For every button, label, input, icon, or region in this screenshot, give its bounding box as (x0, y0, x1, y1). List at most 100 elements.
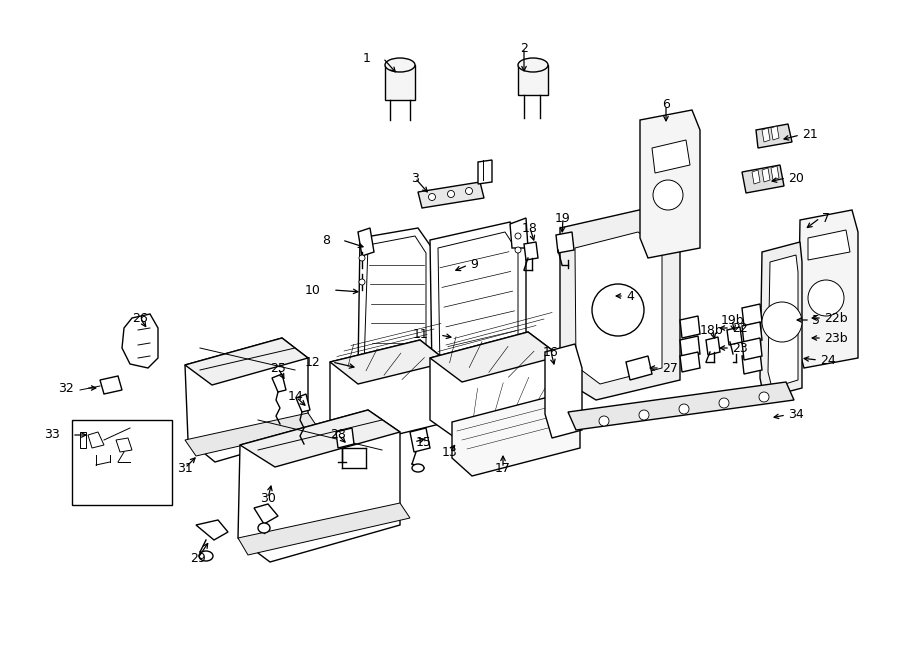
Text: 34: 34 (788, 408, 804, 422)
Polygon shape (238, 503, 410, 555)
Ellipse shape (359, 279, 365, 285)
Polygon shape (727, 327, 742, 345)
Ellipse shape (385, 58, 415, 72)
Polygon shape (742, 352, 762, 374)
Ellipse shape (762, 302, 802, 342)
Polygon shape (662, 185, 674, 200)
Polygon shape (762, 168, 770, 182)
Polygon shape (430, 332, 560, 444)
Polygon shape (430, 332, 560, 382)
Polygon shape (358, 228, 374, 256)
Ellipse shape (428, 194, 436, 200)
Polygon shape (742, 304, 762, 326)
Text: 3: 3 (411, 171, 418, 184)
Polygon shape (452, 394, 580, 476)
Polygon shape (640, 110, 700, 258)
Polygon shape (742, 338, 762, 360)
Text: 1: 1 (363, 52, 371, 65)
Text: 19: 19 (555, 212, 571, 225)
Polygon shape (364, 236, 426, 382)
Ellipse shape (518, 58, 548, 72)
Text: 18: 18 (522, 221, 538, 235)
Polygon shape (185, 338, 308, 385)
Polygon shape (771, 126, 779, 140)
Polygon shape (760, 242, 802, 398)
Polygon shape (706, 337, 720, 355)
Polygon shape (80, 432, 86, 448)
Polygon shape (545, 344, 582, 438)
Polygon shape (556, 232, 574, 253)
Polygon shape (808, 230, 850, 260)
Polygon shape (478, 160, 492, 184)
Text: 12: 12 (304, 356, 320, 368)
Polygon shape (254, 504, 278, 524)
Polygon shape (626, 356, 652, 380)
Polygon shape (240, 410, 400, 467)
Ellipse shape (639, 410, 649, 420)
Polygon shape (336, 428, 354, 448)
Text: 24: 24 (820, 354, 836, 366)
Text: 4: 4 (626, 290, 634, 303)
Text: 17: 17 (495, 461, 511, 475)
Polygon shape (768, 255, 798, 388)
Ellipse shape (599, 416, 609, 426)
Ellipse shape (719, 398, 729, 408)
Ellipse shape (679, 404, 689, 414)
Text: 26: 26 (132, 311, 148, 325)
Polygon shape (330, 340, 448, 444)
Ellipse shape (515, 233, 521, 239)
Text: 15: 15 (416, 436, 432, 449)
Ellipse shape (808, 280, 844, 316)
Polygon shape (568, 382, 794, 430)
Polygon shape (430, 222, 526, 396)
Ellipse shape (412, 464, 424, 472)
Polygon shape (752, 170, 760, 184)
Polygon shape (185, 338, 308, 462)
Polygon shape (116, 438, 132, 452)
Polygon shape (296, 394, 310, 412)
Ellipse shape (447, 190, 454, 198)
Polygon shape (330, 340, 448, 384)
Text: 23: 23 (732, 342, 748, 354)
Ellipse shape (359, 255, 365, 261)
Text: 32: 32 (58, 381, 74, 395)
Text: 16: 16 (543, 346, 559, 358)
Text: 33: 33 (44, 428, 60, 442)
Bar (72, 420, 172, 505)
Text: 13: 13 (442, 446, 458, 459)
Polygon shape (680, 316, 700, 338)
Text: 8: 8 (322, 233, 330, 247)
Polygon shape (680, 336, 700, 358)
Ellipse shape (592, 284, 644, 336)
Text: 10: 10 (305, 284, 321, 297)
Polygon shape (385, 65, 415, 100)
Text: 2: 2 (520, 42, 528, 54)
Polygon shape (438, 232, 518, 386)
Text: 22: 22 (732, 321, 748, 334)
Polygon shape (185, 413, 318, 456)
Text: 22b: 22b (824, 311, 848, 325)
Polygon shape (771, 166, 779, 180)
Polygon shape (575, 232, 662, 384)
Text: 29: 29 (190, 551, 206, 564)
Polygon shape (798, 210, 858, 368)
Polygon shape (524, 242, 538, 260)
Ellipse shape (199, 551, 213, 561)
Text: 28: 28 (330, 428, 346, 442)
Polygon shape (272, 374, 286, 392)
Polygon shape (560, 208, 680, 400)
Text: 14: 14 (288, 391, 304, 403)
Polygon shape (776, 310, 788, 328)
Polygon shape (742, 165, 784, 193)
Ellipse shape (465, 188, 472, 194)
Polygon shape (238, 410, 400, 562)
Polygon shape (358, 228, 432, 390)
Ellipse shape (515, 247, 521, 253)
Text: 23b: 23b (824, 332, 848, 344)
Text: 19b: 19b (720, 313, 743, 327)
Polygon shape (652, 140, 690, 173)
Text: 27: 27 (662, 362, 678, 375)
Text: 25: 25 (270, 362, 286, 375)
Text: 30: 30 (260, 492, 276, 504)
Polygon shape (762, 128, 770, 142)
